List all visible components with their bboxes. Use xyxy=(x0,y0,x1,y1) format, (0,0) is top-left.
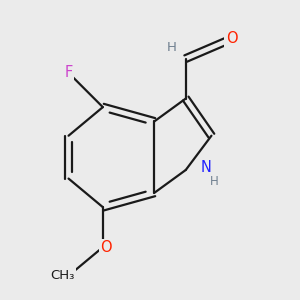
Text: O: O xyxy=(226,31,237,46)
Text: F: F xyxy=(64,65,73,80)
Text: N: N xyxy=(200,160,211,175)
Text: H: H xyxy=(167,40,176,54)
Text: O: O xyxy=(100,240,112,255)
Text: H: H xyxy=(210,175,219,188)
Text: CH₃: CH₃ xyxy=(51,269,75,282)
